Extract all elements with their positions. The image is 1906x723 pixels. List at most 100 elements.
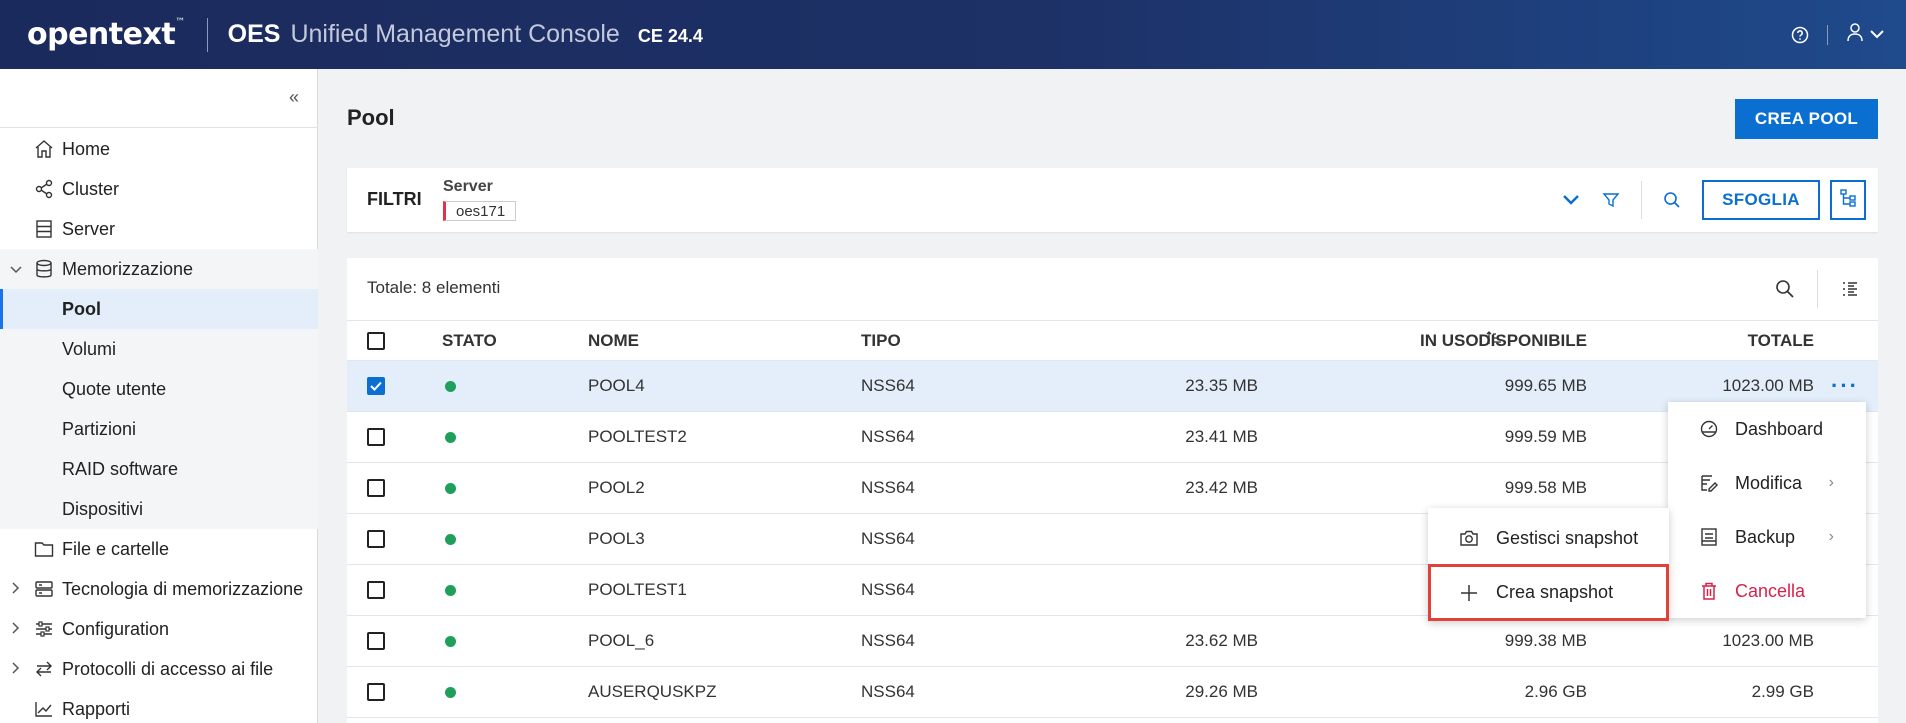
filter-server-chip[interactable]: oes171 (443, 201, 517, 221)
col-tipo[interactable]: TIPO (861, 330, 901, 350)
sidebar-item-file-e-cartelle[interactable]: File e cartelle (0, 529, 318, 569)
cell-nome: POOL_6 (588, 631, 655, 650)
cell-nome: POOL3 (588, 529, 645, 548)
cell-disponibile: 999.58 MB (1504, 478, 1587, 497)
collapse-sidebar-button[interactable]: « (288, 87, 299, 107)
chart-icon (33, 698, 55, 720)
sidebar-item-tecnologia[interactable]: Tecnologia di memorizzazione (0, 569, 318, 609)
server-icon (33, 218, 55, 240)
sidebar-item-protocolli[interactable]: Protocolli di accesso ai file (0, 649, 318, 689)
cell-totale: 2.99 GB (1751, 682, 1814, 701)
search-icon[interactable] (1652, 180, 1692, 220)
help-icon[interactable] (1791, 26, 1809, 44)
chevron-down-icon[interactable] (1551, 180, 1591, 220)
select-all-checkbox[interactable] (367, 321, 385, 360)
backup-icon (1699, 527, 1719, 547)
table-row[interactable]: POOL2 NSS64 999.58 MB 23.42 MB (347, 463, 1878, 514)
sidebar-item-volumi[interactable]: Volumi (62, 338, 117, 359)
col-in-uso[interactable]: IN USO (1420, 321, 1502, 360)
col-nome[interactable]: NOME (588, 330, 639, 350)
tree-icon (1839, 188, 1857, 213)
cell-disponibile: 999.38 MB (1504, 631, 1587, 650)
col-stato[interactable]: STATO (442, 330, 497, 350)
cell-in-uso (758, 565, 1258, 615)
row-checkbox[interactable] (367, 667, 385, 717)
cell-in-uso (758, 514, 1258, 564)
filter-icon[interactable] (1591, 180, 1631, 220)
search-icon[interactable] (1765, 269, 1805, 309)
status-online-icon (445, 514, 456, 564)
sidebar-item-quote-utente[interactable]: Quote utente (62, 378, 167, 399)
menu-item-dashboard[interactable]: Dashboard (1668, 402, 1866, 456)
cell-nome: POOL2 (588, 478, 645, 497)
user-icon (1846, 22, 1864, 47)
column-list-icon[interactable] (1830, 269, 1870, 309)
table-row[interactable]: POOL4 NSS64 999.65 MB 23.35 MB 1023.00 MB ··· (347, 361, 1878, 412)
cell-totale: 1023.00 MB (1722, 631, 1814, 650)
cluster-icon (33, 178, 55, 200)
sidebar-item-cluster[interactable]: Cluster (0, 169, 318, 209)
row-checkbox[interactable] (367, 361, 385, 411)
table-toolbar-divider (1817, 270, 1818, 308)
sidebar-item-home[interactable]: Home (0, 129, 318, 169)
sidebar-item-rapporti[interactable]: Rapporti (0, 689, 318, 723)
cell-tipo: NSS64 (861, 580, 915, 599)
cell-tipo: NSS64 (861, 376, 915, 395)
col-disponibile[interactable]: DISPONIBILE (1478, 330, 1587, 350)
col-totale[interactable]: TOTALE (1747, 330, 1814, 350)
menu-item-crea-snapshot[interactable]: Crea snapshot (1428, 564, 1669, 621)
cell-nome: AUSERQUSKPZ (588, 682, 717, 701)
sidebar-item-configuration[interactable]: Configuration (0, 609, 318, 649)
sliders-icon (33, 618, 55, 640)
menu-item-modifica[interactable]: Modifica › (1668, 456, 1866, 510)
sidebar-divider (0, 127, 318, 128)
user-menu[interactable] (1846, 22, 1884, 47)
chevron-right-icon: › (1828, 528, 1834, 545)
sidebar-item-server[interactable]: Server (0, 209, 318, 249)
menu-item-gestisci-snapshot[interactable]: Gestisci snapshot (1428, 511, 1669, 565)
cell-in-uso: 23.35 MB (1185, 376, 1258, 395)
sidebar-item-memorizzazione[interactable]: Memorizzazione (0, 249, 318, 289)
snapshot-submenu: Gestisci snapshot Crea snapshot (1428, 508, 1669, 621)
tree-view-button[interactable] (1830, 180, 1866, 220)
page-title: Pool (347, 105, 395, 130)
row-checkbox[interactable] (367, 616, 385, 666)
camera-icon (1459, 528, 1479, 548)
cell-nome: POOLTEST1 (588, 580, 687, 599)
row-checkbox[interactable] (367, 565, 385, 615)
sidebar-item-pool[interactable]: Pool (0, 289, 318, 329)
opentext-logo[interactable]: opentext™ (27, 17, 185, 52)
product-short: OES (227, 20, 281, 48)
product-name: Unified Management Console (290, 20, 620, 48)
menu-item-cancella[interactable]: Cancella (1668, 564, 1866, 618)
menu-item-backup[interactable]: Backup › (1668, 510, 1866, 564)
row-checkbox[interactable] (367, 514, 385, 564)
cell-disponibile: 2.96 GB (1524, 682, 1587, 701)
table-row[interactable]: POOLTEST2 NSS64 999.59 MB 23.41 MB (347, 412, 1878, 463)
header-icons-divider (1827, 24, 1828, 45)
row-actions-button[interactable]: ··· (1831, 373, 1859, 398)
row-checkbox[interactable] (367, 463, 385, 513)
sidebar-item-dispositivi[interactable]: Dispositivi (62, 498, 144, 519)
cell-in-uso: 23.62 MB (1185, 631, 1258, 650)
filter-label: FILTRI (367, 189, 422, 209)
cell-in-uso: 23.42 MB (1185, 478, 1258, 497)
table-row[interactable]: AUSERQUSKPZ NSS64 2.96 GB 29.26 MB 2.99 GB (347, 667, 1878, 718)
sidebar-nav: Home Cluster Server Memorizzazione Pool … (0, 129, 318, 723)
pool-table-card: Totale: 8 elementi STATO NOME TIPO DISPO… (347, 258, 1878, 723)
arrows-icon (33, 658, 55, 680)
row-checkbox[interactable] (367, 412, 385, 462)
sidebar-item-partizioni[interactable]: Partizioni (62, 418, 137, 439)
sidebar: « Home Cluster Server Memorizzazione Poo… (0, 69, 318, 723)
cell-in-uso: 29.26 MB (1185, 682, 1258, 701)
sidebar-item-raid-software[interactable]: RAID software (62, 458, 179, 479)
status-online-icon (445, 463, 456, 513)
sort-ascending-icon (1486, 330, 1502, 351)
table-row[interactable]: POOL_6 NSS64 999.38 MB 23.62 MB 1023.00 MB (347, 616, 1878, 667)
status-online-icon (445, 361, 456, 411)
create-pool-button[interactable]: CREA POOL (1735, 99, 1878, 139)
filter-server-label: Server (443, 178, 493, 195)
browse-button[interactable]: SFOGLIA (1702, 180, 1820, 220)
row-context-menu: Dashboard Modifica › Backup › Cancella (1668, 402, 1866, 618)
total-count: Totale: 8 elementi (367, 278, 501, 297)
